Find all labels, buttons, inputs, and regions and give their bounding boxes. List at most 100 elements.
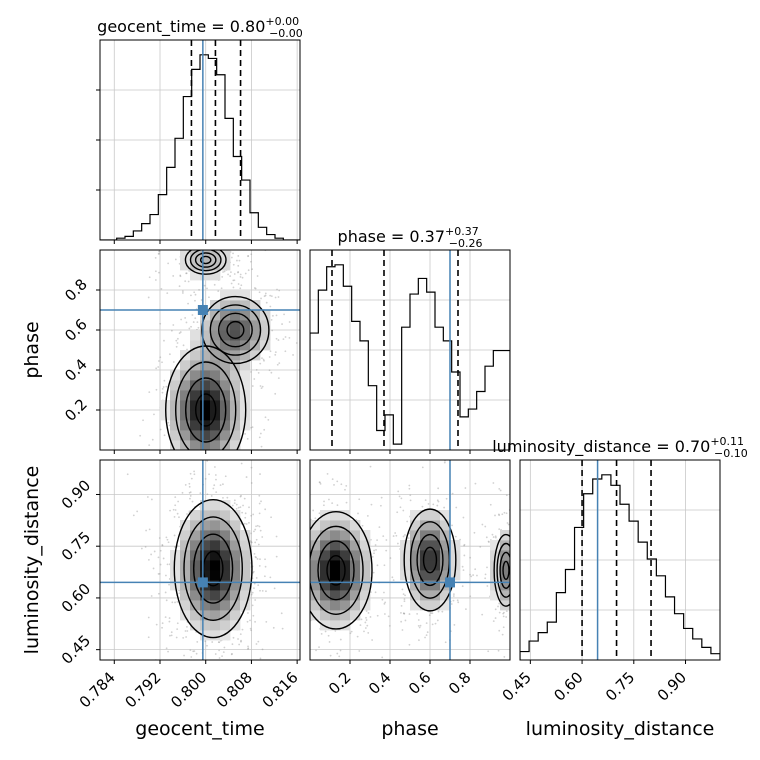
sample-point: [261, 385, 264, 388]
sample-point: [444, 641, 447, 644]
sample-point: [268, 356, 271, 358]
sample-point: [226, 496, 229, 499]
sample-point: [201, 242, 203, 244]
sample-point: [256, 524, 259, 527]
density-cell: [240, 290, 251, 301]
sample-point: [418, 639, 420, 642]
x-axis-luminosity_distance: 0.45 0.60 0.75 0.90 luminosity_distance: [499, 668, 715, 740]
sample-point: [250, 466, 253, 469]
sample-point: [276, 363, 279, 366]
sample-point: [263, 295, 266, 298]
density-cell: [500, 600, 510, 611]
density-cell: [220, 430, 231, 441]
sample-point: [498, 611, 501, 614]
sample-point: [431, 623, 434, 626]
sample-point: [294, 565, 296, 567]
sample-point: [247, 612, 249, 614]
sample-point: [515, 585, 517, 587]
density-cell: [220, 520, 231, 531]
sample-point: [186, 513, 188, 515]
density-cell: [230, 330, 241, 341]
sample-point: [264, 558, 266, 561]
y-tick-labels: 0.45 0.60 0.75 0.90: [58, 476, 94, 668]
sample-point: [403, 598, 406, 601]
sample-point: [250, 253, 253, 256]
density-cell: [340, 580, 351, 591]
sample-point: [404, 534, 406, 536]
sample-point: [250, 540, 253, 543]
contour-line: [317, 540, 355, 601]
sample-point: [322, 504, 325, 507]
density-cell: [190, 270, 201, 281]
sample-point: [239, 633, 242, 636]
sample-point: [232, 636, 235, 639]
density-cell: [350, 540, 361, 551]
sample-point: [531, 572, 533, 574]
density-cell: [500, 590, 510, 601]
sample-point: [209, 452, 211, 454]
sample-point: [150, 498, 153, 501]
sample-point: [237, 264, 240, 267]
sample-point: [237, 255, 240, 257]
sample-point: [185, 636, 188, 638]
sample-point: [168, 620, 171, 623]
sample-point: [244, 432, 247, 435]
sample-point: [404, 594, 406, 597]
density-cell: [500, 580, 510, 591]
sample-point: [132, 514, 135, 517]
sample-point: [259, 589, 261, 592]
sample-point: [305, 525, 307, 527]
density-cell: [230, 340, 241, 351]
sample-point: [408, 484, 411, 487]
sample-point: [443, 461, 446, 464]
sample-point: [263, 359, 265, 362]
sample-point: [463, 544, 465, 547]
sample-point: [505, 494, 508, 497]
sample-point: [184, 484, 187, 486]
sample-point: [161, 387, 164, 390]
density-cell: [220, 330, 231, 341]
sample-point: [255, 577, 258, 579]
density-cell: [230, 310, 241, 321]
density-cell: [320, 570, 331, 581]
density-cell: [170, 440, 181, 450]
density-cell: [220, 540, 231, 551]
sample-point: [436, 619, 439, 622]
sample-point: [308, 542, 310, 544]
sample-point: [344, 488, 346, 491]
sample-point: [223, 646, 226, 649]
sample-point: [409, 494, 412, 497]
sample-point: [289, 567, 291, 569]
sample-point: [185, 243, 187, 245]
sample-point: [469, 556, 472, 559]
density-cell: [200, 600, 211, 611]
sample-point: [505, 616, 508, 618]
sample-point: [375, 549, 377, 551]
density-cell: [190, 580, 201, 591]
sample-point: [257, 640, 260, 643]
sample-point: [385, 539, 388, 541]
y-tick-label: 0.90: [58, 476, 94, 512]
density-cell: [180, 360, 191, 371]
sample-point: [276, 288, 278, 291]
sample-point: [200, 246, 202, 248]
sample-point: [189, 497, 191, 500]
density-cell: [360, 590, 371, 601]
sample-point: [380, 496, 383, 499]
density-cell: [320, 620, 331, 631]
sample-point: [249, 247, 251, 249]
density-cell: [200, 420, 211, 431]
sample-point: [523, 556, 525, 558]
panel-frame: [99, 249, 301, 451]
sample-point: [385, 549, 388, 552]
sample-point: [383, 564, 386, 567]
sample-point: [391, 576, 394, 579]
sample-point: [251, 591, 254, 594]
sample-point: [272, 626, 275, 629]
sample-point: [254, 287, 257, 290]
x-axis-label: geocent_time: [135, 718, 264, 740]
sample-point: [523, 550, 525, 552]
density-cell: [430, 520, 441, 531]
sample-point: [206, 644, 208, 647]
sample-point: [284, 350, 287, 353]
